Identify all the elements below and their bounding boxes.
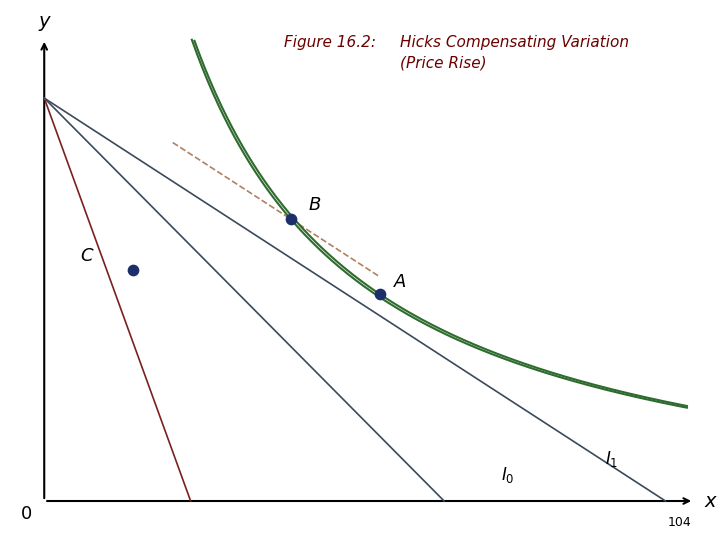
Point	[127, 266, 139, 274]
Text: (Price Rise): (Price Rise)	[400, 55, 486, 70]
Text: $I_1$: $I_1$	[605, 449, 618, 469]
Text: Figure 16.2:: Figure 16.2:	[284, 35, 377, 50]
Point	[374, 290, 386, 299]
Point	[285, 214, 297, 223]
Text: A: A	[394, 273, 407, 292]
Text: $I_0$: $I_0$	[501, 465, 515, 485]
Text: Hicks Compensating Variation: Hicks Compensating Variation	[400, 35, 629, 50]
Text: 104: 104	[667, 516, 691, 529]
Text: 0: 0	[21, 505, 32, 523]
Text: y: y	[38, 12, 50, 31]
Text: x: x	[705, 491, 716, 510]
Text: B: B	[308, 195, 321, 214]
Text: C: C	[80, 247, 93, 265]
